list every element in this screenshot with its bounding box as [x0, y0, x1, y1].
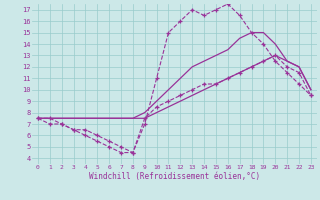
- X-axis label: Windchill (Refroidissement éolien,°C): Windchill (Refroidissement éolien,°C): [89, 172, 260, 181]
